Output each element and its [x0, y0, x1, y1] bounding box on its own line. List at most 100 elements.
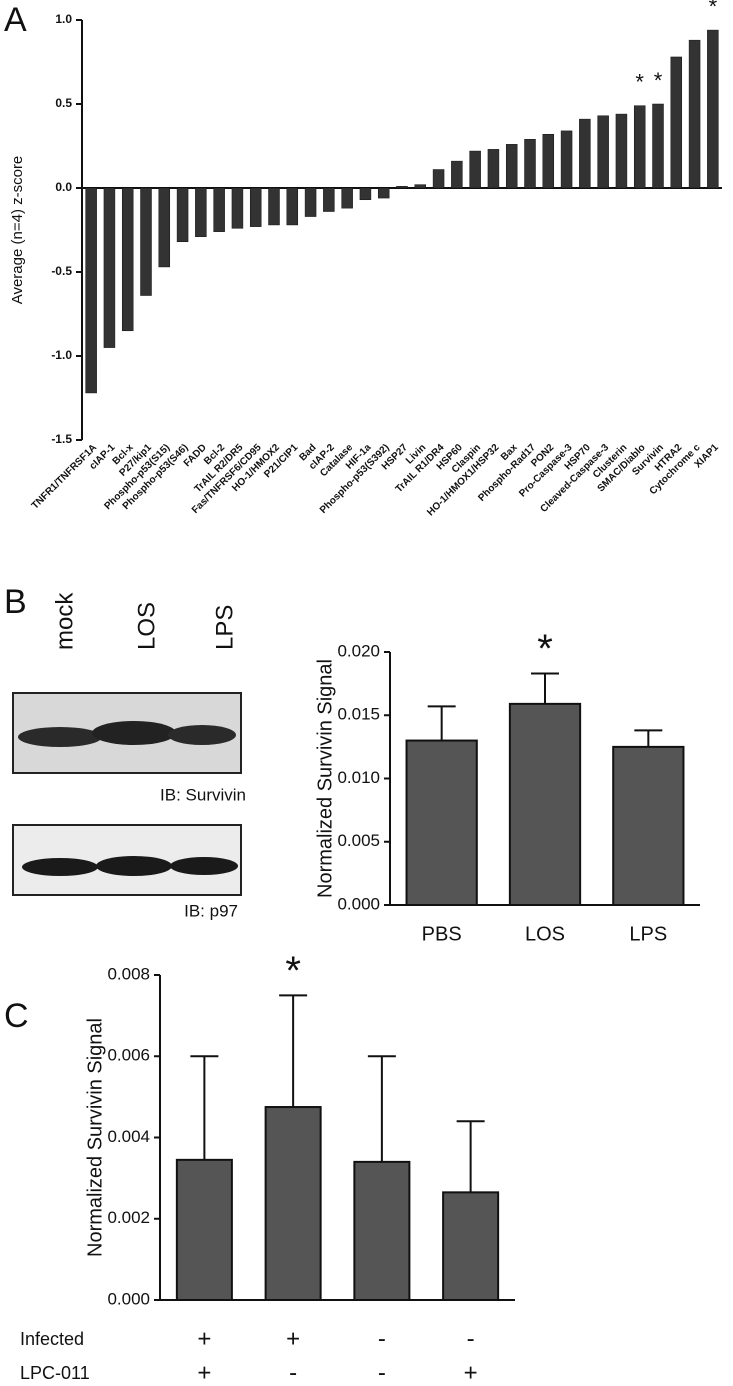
bar: [268, 187, 280, 226]
bar: [652, 103, 664, 189]
bar: [396, 186, 408, 189]
condition-name: Infected: [20, 1329, 84, 1349]
y-tick-label: 0.010: [337, 768, 380, 787]
bar: [432, 169, 445, 189]
bar: [597, 115, 609, 189]
condition-name: LPC-011: [20, 1363, 90, 1383]
blot-caption: IB: p97: [184, 901, 238, 920]
condition-sign: -: [378, 1325, 386, 1352]
y-tick-label: 0.015: [337, 705, 380, 724]
y-tick-label: 0.0: [55, 180, 72, 194]
lane-label: LPS: [211, 605, 238, 650]
bar: [121, 187, 134, 332]
bar: [304, 187, 317, 217]
bar: [633, 105, 646, 189]
y-tick-label: -1.0: [51, 348, 72, 362]
y-tick-label: -1.5: [51, 432, 72, 446]
error-bar: [531, 672, 559, 704]
bar: [707, 29, 719, 189]
condition-sign: +: [464, 1359, 478, 1386]
significance-marker: *: [537, 627, 553, 671]
band: [96, 856, 172, 876]
error-bar: [190, 1055, 219, 1160]
bar: [615, 113, 628, 189]
bar: [359, 187, 372, 201]
bar: [414, 184, 427, 189]
bar: [451, 160, 463, 189]
y-tick-label: 0.000: [107, 1289, 150, 1308]
bar: [542, 133, 555, 189]
significance-marker: *: [709, 0, 718, 19]
y-tick-label: 0.008: [107, 964, 150, 983]
bar: [405, 739, 478, 906]
y-axis-label: Normalized Survivin Signal: [314, 659, 336, 898]
condition-sign: +: [197, 1359, 211, 1386]
band: [92, 721, 176, 745]
y-tick-label: 0.002: [107, 1208, 150, 1227]
band: [22, 858, 98, 876]
bar: [579, 118, 591, 189]
y-tick-label: 0.020: [337, 641, 380, 660]
bar: [323, 187, 335, 212]
bar: [688, 39, 701, 189]
bar: [353, 1160, 411, 1301]
bar: [487, 149, 500, 189]
bar: [560, 130, 573, 189]
y-axis-label: Normalized Survivin Signal: [84, 1018, 106, 1257]
bar: [176, 187, 189, 243]
bar: [341, 187, 353, 209]
y-axis-label: Average (n=4) z-score: [9, 156, 26, 305]
bar: [85, 187, 97, 394]
significance-marker: *: [635, 69, 644, 94]
y-tick-label: 0.005: [337, 831, 380, 850]
bar: [612, 745, 685, 906]
error-bar: [367, 1055, 396, 1162]
y-tick-label: -0.5: [51, 264, 72, 278]
significance-marker: *: [654, 68, 663, 93]
bar: [264, 1106, 322, 1301]
panel-letter: A: [4, 1, 27, 39]
bar: [140, 187, 152, 296]
y-tick-label: 0.000: [337, 894, 380, 913]
lane-label: mock: [51, 592, 78, 650]
bar: [249, 187, 262, 227]
blot: mock LOS LPS IB: Survivin IB: p97: [12, 592, 246, 920]
bar: [670, 56, 683, 189]
error-bar: [279, 994, 308, 1108]
condition-sign: +: [286, 1325, 300, 1352]
x-tick-label: LPS: [629, 923, 667, 945]
y-tick-label: 0.006: [107, 1046, 150, 1065]
bar: [286, 187, 299, 226]
error-bar: [456, 1120, 485, 1193]
panel-letter: C: [4, 997, 29, 1035]
y-tick-label: 1.0: [55, 12, 72, 26]
condition-sign: -: [467, 1325, 475, 1352]
blot-caption: IB: Survivin: [160, 785, 246, 804]
significance-marker: *: [285, 949, 301, 993]
bar: [231, 187, 244, 229]
y-tick-label: 0.004: [107, 1127, 150, 1146]
bar: [505, 144, 518, 189]
band: [170, 857, 238, 875]
band: [18, 727, 102, 747]
bar: [195, 187, 207, 237]
bar: [524, 139, 536, 189]
x-tick-label: PBS: [422, 923, 462, 945]
panel-letter: B: [4, 583, 27, 621]
condition-sign: -: [289, 1359, 297, 1386]
bar: [158, 187, 171, 268]
bar: [103, 187, 116, 348]
lane-label: LOS: [133, 602, 160, 650]
bar: [469, 150, 481, 189]
condition-sign: -: [378, 1359, 386, 1386]
bar: [442, 1191, 500, 1301]
y-tick-label: 0.5: [55, 96, 72, 110]
bar: [377, 187, 390, 199]
x-tick-label: LOS: [525, 923, 565, 945]
error-bar: [427, 705, 456, 741]
x-tick-label: TNFR1/TNFRSF1A: [30, 442, 99, 511]
band: [168, 725, 236, 745]
bar: [175, 1158, 233, 1301]
error-bar: [634, 729, 663, 747]
